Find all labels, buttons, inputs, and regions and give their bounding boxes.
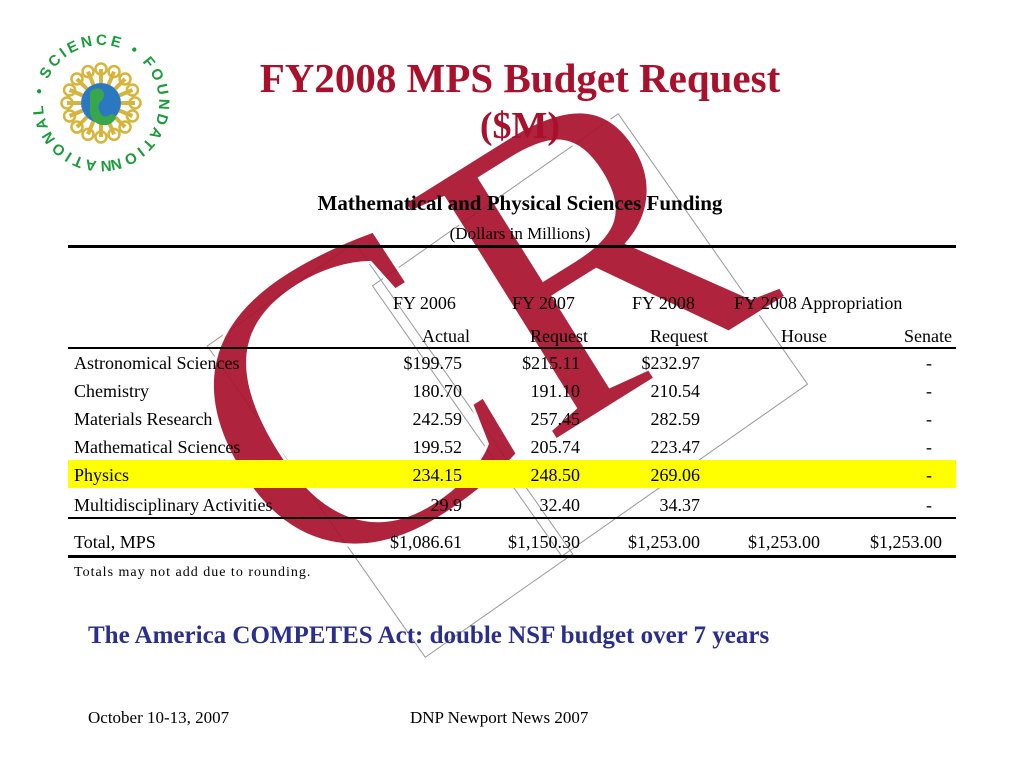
- sun-ray-tip: [125, 109, 140, 123]
- sun-ray: [75, 115, 89, 129]
- sun-ray-tip: [81, 64, 95, 79]
- table-subtitle: (Dollars in Millions): [449, 224, 591, 243]
- sun-ray-tip: [118, 120, 132, 134]
- sun-ray: [106, 70, 116, 86]
- sun-ray: [113, 77, 127, 91]
- sun-ray-tip: [70, 72, 84, 86]
- cell-senate: -: [926, 353, 932, 373]
- sun-ray-tip: [60, 96, 74, 110]
- row-label: Physics: [74, 465, 130, 485]
- header-senate: Senate: [904, 326, 952, 346]
- cell-fy2006: $199.75: [403, 353, 463, 373]
- row-label: Chemistry: [74, 381, 149, 401]
- header-fy2008: FY 2008: [632, 293, 695, 313]
- cell-fy2008: 34.37: [659, 495, 701, 515]
- cell-senate: -: [926, 409, 932, 429]
- nsf-logo: NATIONAL • SCIENCE • FOUNDATION •: [28, 30, 169, 174]
- header-fy2007: FY 2007: [512, 293, 575, 313]
- header-request-2007: Request: [530, 326, 588, 346]
- footer-date: October 10-13, 2007: [88, 708, 230, 727]
- cell-fy2008: 223.47: [650, 437, 701, 457]
- row-label: Materials Research: [74, 409, 213, 429]
- cell-fy2007: 248.50: [530, 465, 581, 485]
- cell-fy2008: $232.97: [641, 353, 701, 373]
- sun-ray-tip: [128, 96, 142, 110]
- rounding-note: Totals may not add due to rounding.: [74, 565, 312, 580]
- sun-ray-tip: [107, 127, 121, 142]
- header-house: House: [781, 326, 827, 346]
- cell-fy2007: $215.11: [522, 353, 580, 373]
- body-bottom-rule: [68, 517, 956, 519]
- cell-senate: -: [926, 495, 932, 515]
- cell-fy2006: 29.9: [430, 495, 463, 515]
- total-fy2006: $1,086.61: [390, 532, 462, 552]
- sun-ray: [86, 120, 96, 136]
- sun-ray-tip: [94, 62, 108, 76]
- sun-ray: [68, 88, 84, 98]
- table-title: Mathematical and Physical Sciences Fundi…: [317, 191, 723, 215]
- cell-fy2006: 199.52: [412, 437, 463, 457]
- sun-ray: [118, 108, 134, 118]
- cell-fy2008: 282.59: [650, 409, 701, 429]
- slide-title-units: ($M): [479, 105, 561, 147]
- sun-ray: [86, 70, 96, 86]
- sun-ray-tip: [70, 120, 84, 134]
- header-fy2006: FY 2006: [393, 293, 456, 313]
- cell-fy2008: 210.54: [650, 381, 701, 401]
- sun-ray-tip: [118, 72, 132, 86]
- cell-fy2007: 257.45: [530, 409, 581, 429]
- total-fy2008: $1,253.00: [628, 532, 700, 552]
- sun-ray: [118, 88, 134, 98]
- cell-fy2007: 32.40: [539, 495, 581, 515]
- cell-fy2006: 234.15: [412, 465, 463, 485]
- header-rule: [68, 347, 956, 349]
- sun-ray-tip: [107, 64, 121, 79]
- cell-fy2008: 269.06: [650, 465, 701, 485]
- total-senate: $1,253.00: [870, 532, 942, 552]
- cell-senate: -: [926, 437, 932, 457]
- table-top-rule: [68, 245, 956, 248]
- total-label: Total, MPS: [74, 532, 156, 552]
- header-fy2008-appropriation: FY 2008 Appropriation: [734, 293, 903, 313]
- sun-ray-tip: [62, 109, 77, 123]
- sun-ray-tip: [62, 83, 77, 97]
- cell-senate: -: [926, 465, 932, 485]
- globe-continents: [89, 88, 116, 126]
- footer-event: DNP Newport News 2007: [410, 708, 589, 727]
- sun-ray: [113, 115, 127, 129]
- cell-fy2006: 180.70: [412, 381, 463, 401]
- sun-ray-tip: [94, 130, 108, 144]
- row-label: Astronomical Sciences: [74, 353, 240, 373]
- sun-ray: [75, 77, 89, 91]
- cell-fy2006: 242.59: [412, 409, 463, 429]
- sunburst-rays: [60, 62, 142, 144]
- table-bottom-rule: [68, 555, 956, 558]
- total-fy2007: $1,150.30: [508, 532, 580, 552]
- cell-fy2007: 205.74: [530, 437, 581, 457]
- header-request-2008: Request: [650, 326, 708, 346]
- slide-title: FY2008 MPS Budget Request: [259, 55, 781, 101]
- sun-ray: [68, 108, 84, 118]
- header-actual: Actual: [422, 326, 470, 346]
- total-house: $1,253.00: [748, 532, 820, 552]
- row-label: Multidisciplinary Activities: [74, 495, 273, 515]
- cell-fy2007: 191.10: [530, 381, 581, 401]
- cell-senate: -: [926, 381, 932, 401]
- sun-ray-tip: [125, 83, 140, 97]
- row-label: Mathematical Sciences: [74, 437, 241, 457]
- competes-act-statement: The America COMPETES Act: double NSF bud…: [88, 622, 770, 649]
- sun-ray-tip: [81, 127, 95, 142]
